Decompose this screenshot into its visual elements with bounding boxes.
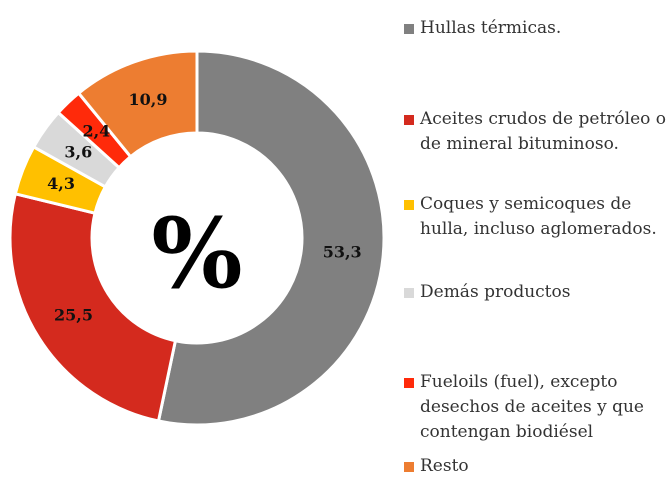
legend-swatch bbox=[404, 200, 414, 210]
slice bbox=[156, 49, 386, 427]
legend-swatch bbox=[404, 115, 414, 125]
donut: % 53,3 25,5 4,3 3,62,4 10,9 bbox=[8, 49, 386, 427]
data-label: 25,5 bbox=[54, 305, 93, 324]
legend-label: Resto bbox=[420, 456, 469, 476]
legend-swatch bbox=[404, 378, 414, 388]
legend-label: Aceites crudos de petróleo o de mineral … bbox=[420, 109, 667, 154]
legend-swatch bbox=[404, 462, 414, 472]
legend-swatch bbox=[404, 288, 414, 298]
slice bbox=[8, 191, 178, 423]
legend-swatch bbox=[404, 24, 414, 34]
data-label: 3,6 bbox=[64, 142, 92, 161]
legend-entry: Fueloils (fuel), excepto desechos de ace… bbox=[404, 370, 666, 445]
center-label: % bbox=[151, 197, 242, 310]
legend-entry: Resto bbox=[404, 454, 666, 479]
data-label: 53,3 bbox=[323, 243, 362, 262]
slice bbox=[76, 49, 199, 159]
data-label: 4,3 bbox=[47, 174, 75, 193]
legend-label: Coques y semicoques de hulla, incluso ag… bbox=[420, 194, 657, 239]
legend-entry: Hullas térmicas. bbox=[404, 16, 666, 41]
legend-label: Demás productos bbox=[420, 282, 571, 302]
data-label: 2,4 bbox=[82, 122, 110, 141]
data-label: 10,9 bbox=[128, 90, 167, 109]
legend-entry: Aceites crudos de petróleo o de mineral … bbox=[404, 107, 666, 157]
legend-label: Hullas térmicas. bbox=[420, 18, 562, 38]
legend-entry: Coques y semicoques de hulla, incluso ag… bbox=[404, 192, 666, 242]
legend-label: Fueloils (fuel), excepto desechos de ace… bbox=[420, 372, 644, 442]
legend-entry: Demás productos bbox=[404, 280, 666, 305]
